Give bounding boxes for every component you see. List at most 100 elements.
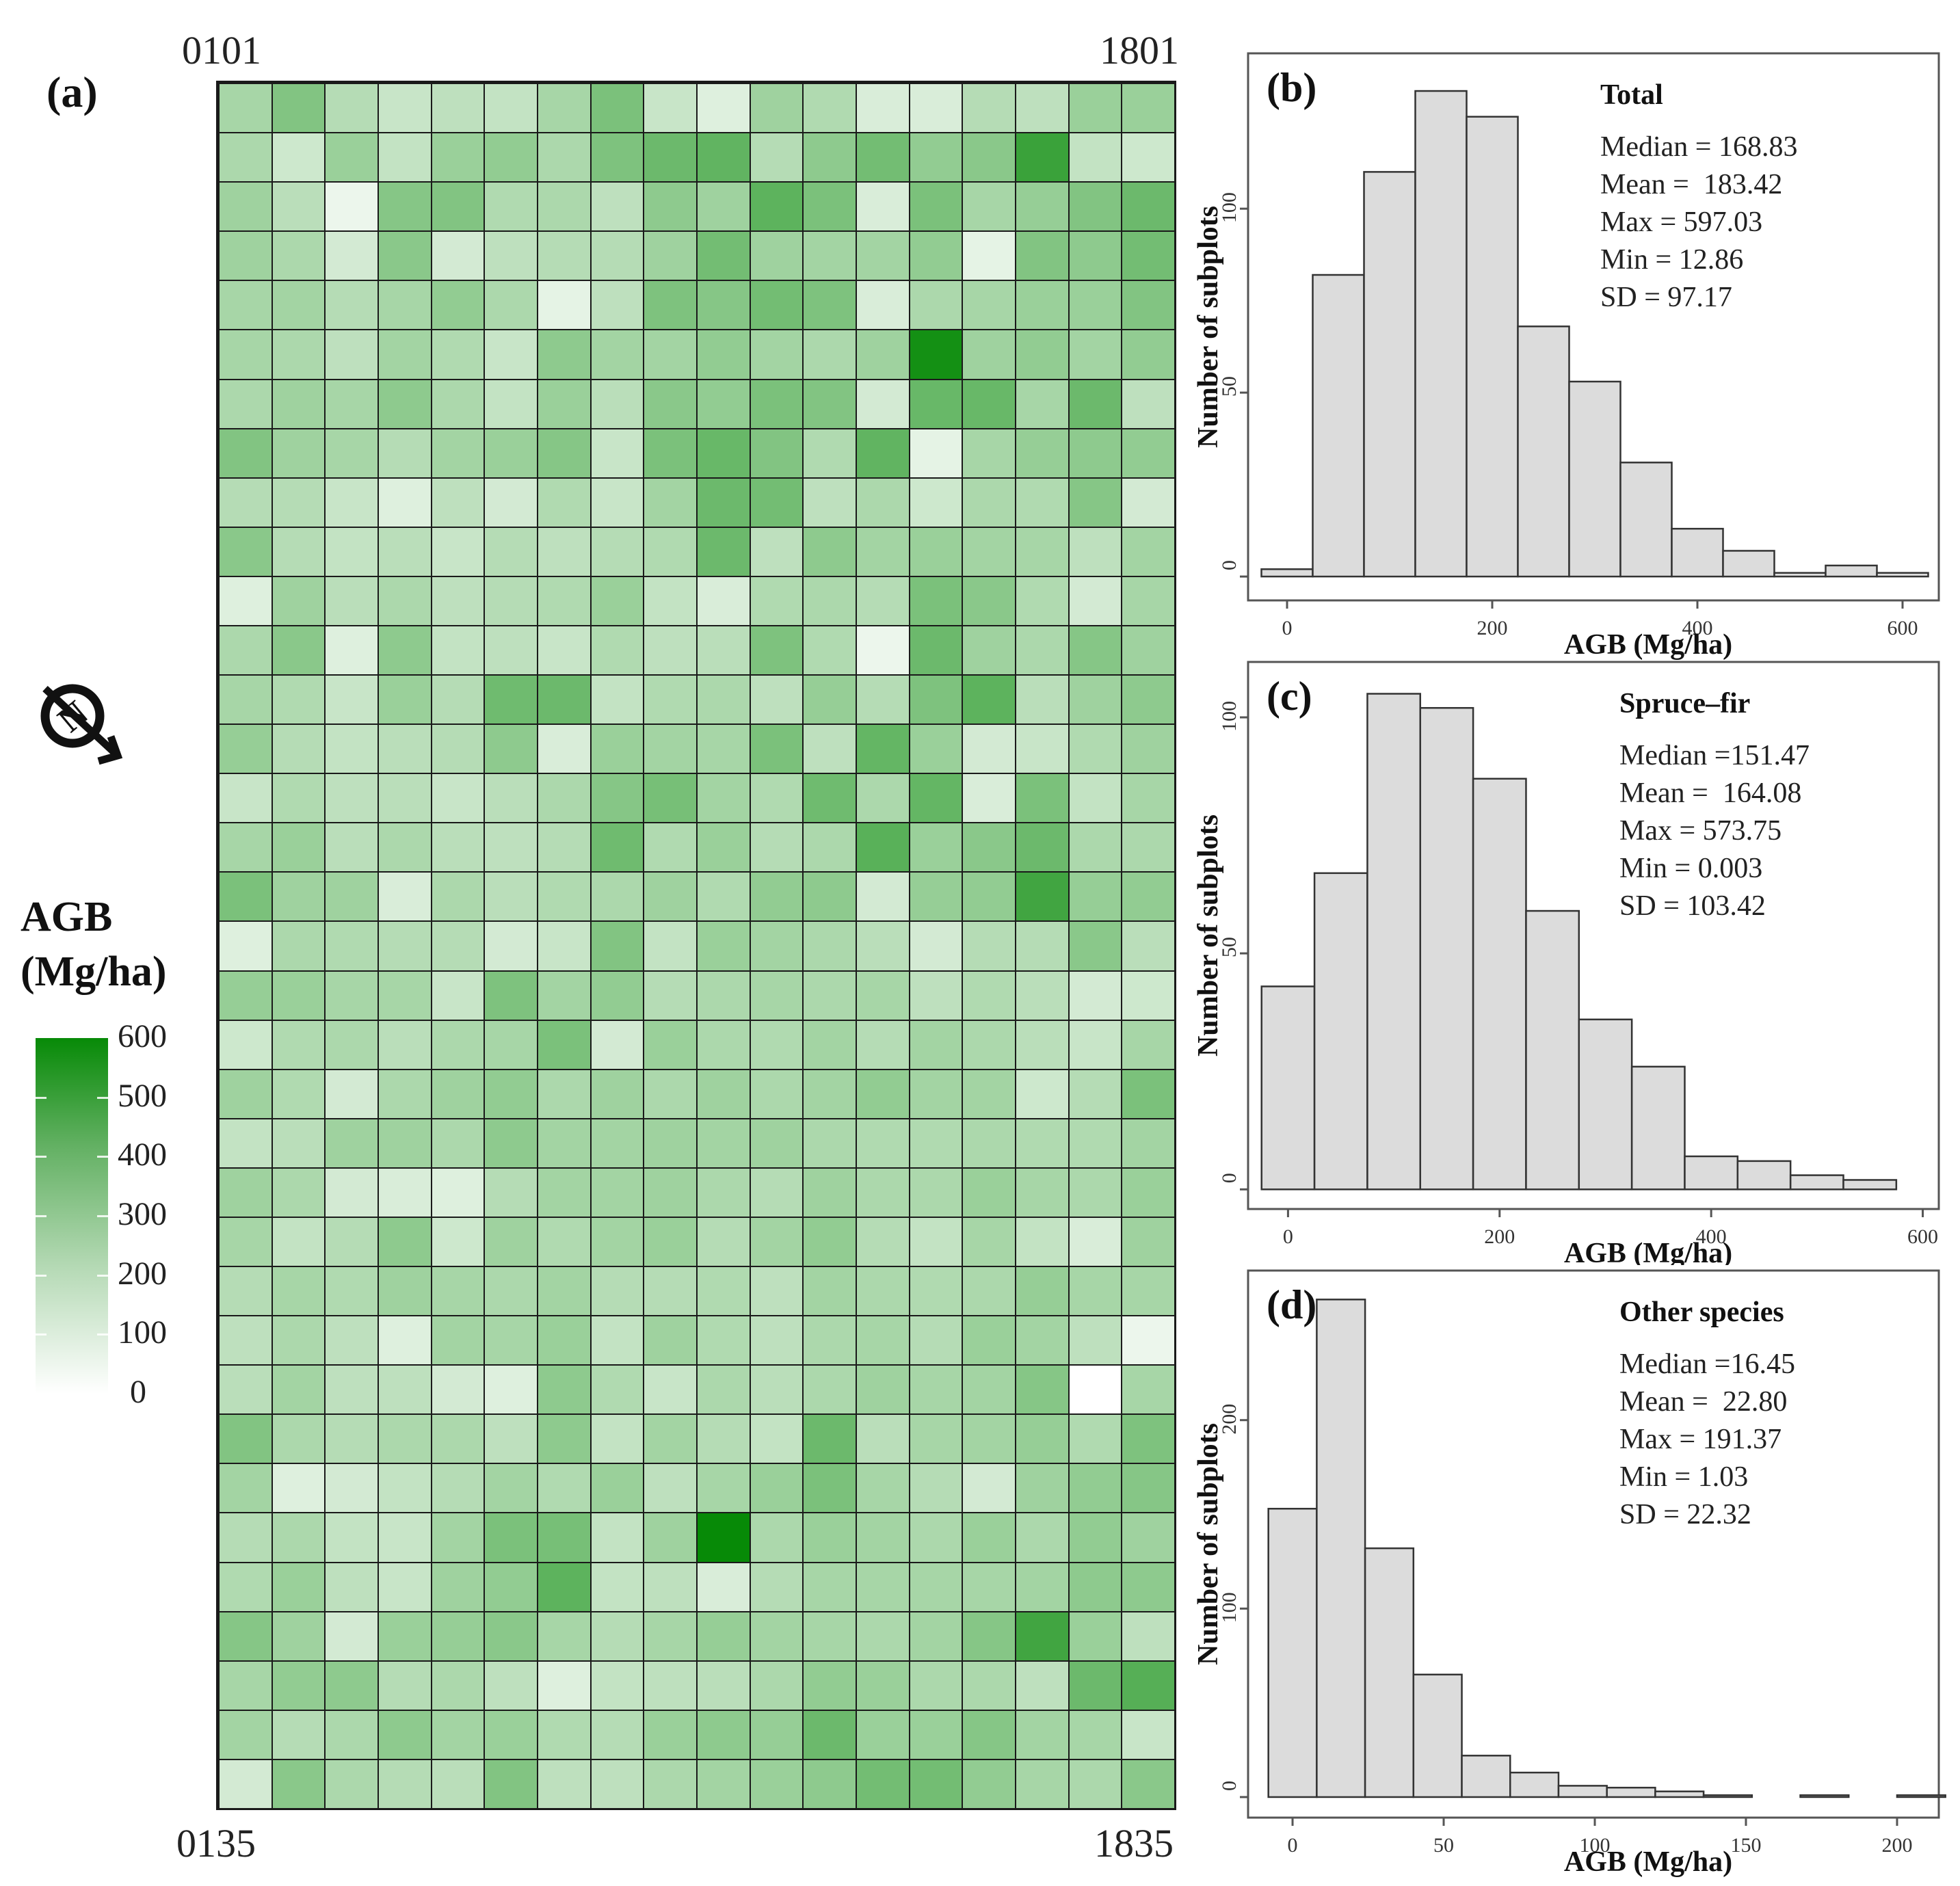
heatmap-cell-r22-c3 <box>324 1117 379 1169</box>
y-tick-label: 0 <box>1218 560 1241 570</box>
heatmap-cell-r23-c18 <box>1121 1167 1174 1218</box>
heatmap-cell-r25-c1 <box>218 1266 273 1317</box>
stat-line: Mean = 22.80 <box>1619 1386 1787 1418</box>
panel-letter: (b) <box>1267 65 1316 110</box>
heatmap-cell-r22-c4 <box>378 1117 432 1169</box>
heatmap-cell-r23-c11 <box>749 1167 804 1218</box>
heatmap-cell-r8-c13 <box>856 427 910 479</box>
heatmap-cell-r10-c14 <box>908 526 964 577</box>
heatmap-cell-r18-c12 <box>802 920 857 972</box>
histogram-bar <box>1316 1299 1366 1798</box>
heatmap-cell-r26-c14 <box>908 1315 964 1366</box>
heatmap-cell-r6-c6 <box>484 329 538 380</box>
histogram-bar <box>1366 693 1422 1191</box>
heatmap-cell-r21-c7 <box>537 1068 592 1119</box>
heatmap-cell-r30-c9 <box>643 1512 698 1563</box>
heatmap-cell-r5-c14 <box>908 280 964 331</box>
y-tick-label: 100 <box>1218 701 1241 732</box>
heatmap-cell-r34-c13 <box>856 1709 910 1760</box>
heatmap-cell-r28-c2 <box>271 1413 326 1465</box>
heatmap-cell-r14-c13 <box>856 723 910 775</box>
heatmap-cell-r32-c7 <box>537 1610 592 1662</box>
heatmap-cell-r22-c15 <box>962 1117 1016 1169</box>
heatmap-cell-r10-c10 <box>696 526 751 577</box>
heatmap-cell-r28-c4 <box>378 1413 432 1465</box>
heatmap-cell-r17-c8 <box>590 871 645 922</box>
heatmap-cell-r30-c5 <box>430 1512 486 1563</box>
heatmap-cell-r15-c8 <box>590 773 645 824</box>
heatmap-cell-r19-c11 <box>749 970 804 1021</box>
heatmap-cell-r21-c16 <box>1015 1068 1070 1119</box>
heatmap-cell-r24-c10 <box>696 1216 751 1268</box>
heatmap-cell-r28-c1 <box>218 1413 273 1465</box>
heatmap-cell-r33-c10 <box>696 1660 751 1711</box>
heatmap-cell-r12-c6 <box>484 624 538 676</box>
heatmap-cell-r7-c16 <box>1015 378 1070 429</box>
y-axis-label: Number of subplots <box>1193 814 1224 1057</box>
heatmap-cell-r5-c12 <box>802 280 857 331</box>
heatmap-cell-r8-c7 <box>537 427 592 479</box>
heatmap-cell-r16-c18 <box>1121 822 1174 873</box>
heatmap-cell-r7-c14 <box>908 378 964 429</box>
heatmap-cell-r15-c10 <box>696 773 751 824</box>
x-tick-label: 100 <box>1580 1834 1611 1857</box>
heatmap-cell-r28-c10 <box>696 1413 751 1465</box>
heatmap-cell-r4-c2 <box>271 230 326 282</box>
heatmap-cell-r8-c8 <box>590 427 645 479</box>
heatmap-cell-r2-c14 <box>908 132 964 183</box>
heatmap-cell-r18-c15 <box>962 920 1016 972</box>
y-axis-label: Number of subplots <box>1193 1423 1224 1665</box>
heatmap-cell-r5-c9 <box>643 280 698 331</box>
heatmap-cell-r16-c13 <box>856 822 910 873</box>
legend-tick-mark <box>97 1215 108 1217</box>
heatmap-cell-r34-c2 <box>271 1709 326 1760</box>
heatmap-cell-r33-c14 <box>908 1660 964 1711</box>
heatmap-cell-r13-c5 <box>430 674 486 726</box>
heatmap-cell-r35-c15 <box>962 1758 1016 1808</box>
panel-letter: (c) <box>1267 674 1312 719</box>
heatmap-cell-r18-c14 <box>908 920 964 972</box>
legend-tick-mark <box>97 1156 108 1158</box>
heatmap-cell-r4-c6 <box>484 230 538 282</box>
heatmap-cell-r16-c16 <box>1015 822 1070 873</box>
heatmap-cell-r7-c13 <box>856 378 910 429</box>
histogram-bar <box>1789 1174 1844 1191</box>
heatmap-cell-r27-c9 <box>643 1364 698 1416</box>
heatmap-cell-r10-c13 <box>856 526 910 577</box>
heatmap-cell-r30-c17 <box>1068 1512 1123 1563</box>
heatmap-cell-r30-c1 <box>218 1512 273 1563</box>
heatmap-cell-r2-c17 <box>1068 132 1123 183</box>
heatmap-cell-r9-c8 <box>590 477 645 528</box>
heatmap-cell-r14-c17 <box>1068 723 1123 775</box>
heatmap-cell-r14-c2 <box>271 723 326 775</box>
x-tick-label: 50 <box>1433 1834 1454 1857</box>
heatmap-cell-r15-c12 <box>802 773 857 824</box>
heatmap-cell-r31-c4 <box>378 1561 432 1612</box>
heatmap-cell-r15-c18 <box>1121 773 1174 824</box>
heatmap-cell-r13-c16 <box>1015 674 1070 726</box>
heatmap-cell-r12-c11 <box>749 624 804 676</box>
heatmap-cell-r7-c15 <box>962 378 1016 429</box>
heatmap-cell-r25-c4 <box>378 1266 432 1317</box>
heatmap-cell-r24-c6 <box>484 1216 538 1268</box>
heatmap-cell-r33-c5 <box>430 1660 486 1711</box>
heatmap-cell-r35-c10 <box>696 1758 751 1808</box>
heatmap-cell-r18-c16 <box>1015 920 1070 972</box>
heatmap-cell-r2-c7 <box>537 132 592 183</box>
heatmap-cell-r30-c2 <box>271 1512 326 1563</box>
heatmap-cell-r19-c1 <box>218 970 273 1021</box>
heatmap-cell-r11-c6 <box>484 575 538 626</box>
heatmap-cell-r27-c6 <box>484 1364 538 1416</box>
x-tick-label: 600 <box>1888 617 1918 639</box>
heatmap-cell-r2-c6 <box>484 132 538 183</box>
heatmap-cell-r4-c3 <box>324 230 379 282</box>
heatmap-cell-r30-c10 <box>696 1512 751 1563</box>
panel-title: Other species <box>1619 1297 1784 1328</box>
heatmap-cell-r11-c8 <box>590 575 645 626</box>
heatmap-cell-r3-c14 <box>908 181 964 233</box>
legend-tick-mark <box>97 1274 108 1277</box>
heatmap-cell-r35-c12 <box>802 1758 857 1808</box>
heatmap-cell-r6-c7 <box>537 329 592 380</box>
heatmap-cell-r18-c5 <box>430 920 486 972</box>
histogram-bar <box>1606 1786 1656 1798</box>
